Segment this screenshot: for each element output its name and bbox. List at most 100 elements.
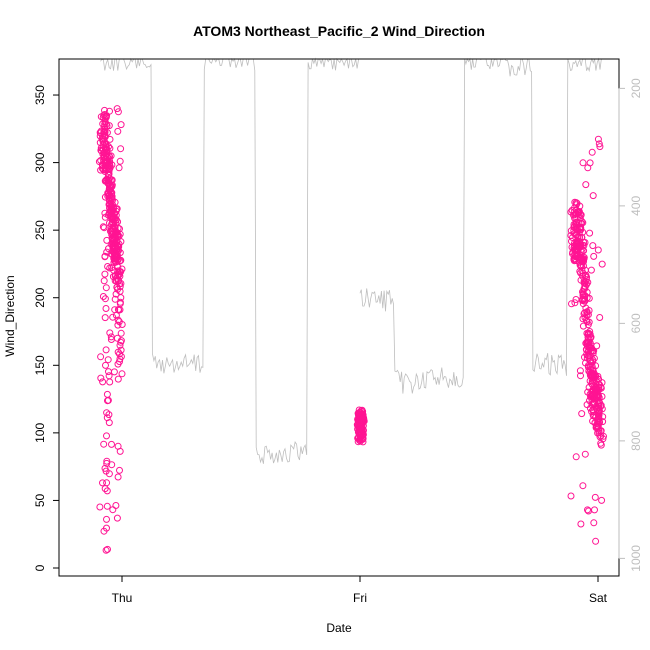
- data-point: [106, 164, 114, 172]
- data-point: [103, 432, 110, 440]
- data-point: [577, 520, 585, 528]
- data-point: [102, 284, 110, 292]
- data-point: [100, 440, 108, 448]
- data-point: [596, 143, 604, 151]
- data-point: [590, 354, 598, 362]
- data-point: [589, 192, 597, 200]
- data-point: [106, 378, 114, 386]
- data-point: [99, 293, 107, 300]
- data-point: [598, 496, 606, 504]
- data-point: [99, 378, 107, 386]
- data-point: [359, 438, 367, 446]
- data-point: [109, 313, 117, 321]
- data-point: [356, 436, 364, 444]
- data-point: [590, 519, 598, 527]
- data-point: [581, 295, 589, 303]
- data-point: [105, 419, 113, 427]
- data-point: [355, 424, 363, 432]
- data-point: [356, 418, 364, 426]
- data-point: [105, 122, 113, 130]
- data-point: [101, 252, 109, 260]
- data-point: [116, 358, 123, 366]
- data-point: [583, 311, 591, 319]
- data-point: [589, 349, 597, 357]
- data-point: [114, 473, 122, 481]
- data-point: [103, 515, 110, 523]
- plot-frame: [58, 58, 620, 577]
- data-point: [580, 238, 588, 246]
- data-point: [598, 260, 606, 268]
- data-point: [109, 206, 117, 214]
- data-point: [97, 374, 105, 382]
- y-tick-label: 150: [33, 355, 47, 375]
- chart-title: ATOM3 Northeast_Pacific_2 Wind_Direction: [193, 23, 485, 39]
- data-point: [116, 157, 124, 165]
- y-tick-label: 50: [33, 493, 47, 507]
- data-point: [111, 198, 119, 206]
- data-point: [117, 338, 125, 346]
- data-point: [103, 409, 111, 417]
- data-point: [589, 366, 596, 374]
- data-point: [116, 341, 124, 349]
- data-point: [579, 482, 587, 490]
- data-point: [118, 265, 126, 273]
- data-point: [574, 209, 582, 216]
- data-point: [580, 255, 588, 263]
- data-point: [599, 413, 607, 421]
- data-point: [117, 257, 125, 264]
- data-point: [104, 171, 112, 179]
- y-axis: 0 50 100 150 200 250 300 350: [33, 85, 60, 571]
- data-point: [104, 154, 112, 162]
- data-point: [577, 257, 585, 265]
- data-point: [104, 176, 112, 184]
- data-point: [573, 199, 581, 207]
- data-point: [576, 367, 584, 375]
- data-point: [103, 390, 111, 398]
- data-point: [118, 321, 126, 328]
- data-point: [114, 243, 122, 251]
- data-point: [103, 502, 111, 510]
- data-point: [102, 305, 110, 312]
- data-point: [567, 492, 575, 500]
- data-point: [579, 159, 587, 167]
- y-tick-label: 100: [33, 423, 47, 443]
- data-point: [116, 466, 123, 474]
- data-point: [580, 242, 588, 249]
- data-point: [103, 457, 111, 465]
- data-point: [579, 322, 587, 330]
- data-point: [582, 181, 590, 189]
- data-point: [600, 432, 607, 440]
- data-point: [591, 411, 599, 419]
- data-point: [109, 506, 117, 514]
- data-point: [581, 292, 589, 300]
- data-point: [585, 318, 593, 326]
- data-point: [575, 239, 582, 247]
- x-tick-label: Fri: [353, 591, 367, 605]
- data-point: [570, 208, 578, 216]
- data-point: [572, 453, 580, 461]
- data-point: [114, 316, 122, 324]
- data-point: [99, 479, 106, 487]
- x-tick-label: Sat: [589, 591, 608, 605]
- y-axis-label: Wind_Direction: [3, 275, 17, 356]
- data-point: [598, 405, 606, 413]
- data-point: [359, 429, 367, 437]
- data-point: [101, 314, 109, 322]
- data-point: [577, 372, 584, 380]
- data-point: [113, 283, 121, 291]
- data-point: [116, 355, 124, 363]
- data-point: [590, 252, 598, 260]
- data-point: [114, 375, 122, 383]
- data-point: [99, 223, 107, 231]
- data-point: [112, 211, 120, 219]
- data-point: [116, 298, 124, 306]
- data-point: [114, 348, 122, 356]
- data-point: [577, 224, 585, 231]
- right-tick-label: 600: [629, 313, 643, 333]
- data-point: [580, 258, 587, 266]
- data-point: [105, 470, 113, 478]
- data-point: [110, 368, 118, 376]
- y-tick-label: 350: [33, 85, 47, 105]
- data-point: [117, 329, 125, 337]
- data-point: [594, 411, 602, 419]
